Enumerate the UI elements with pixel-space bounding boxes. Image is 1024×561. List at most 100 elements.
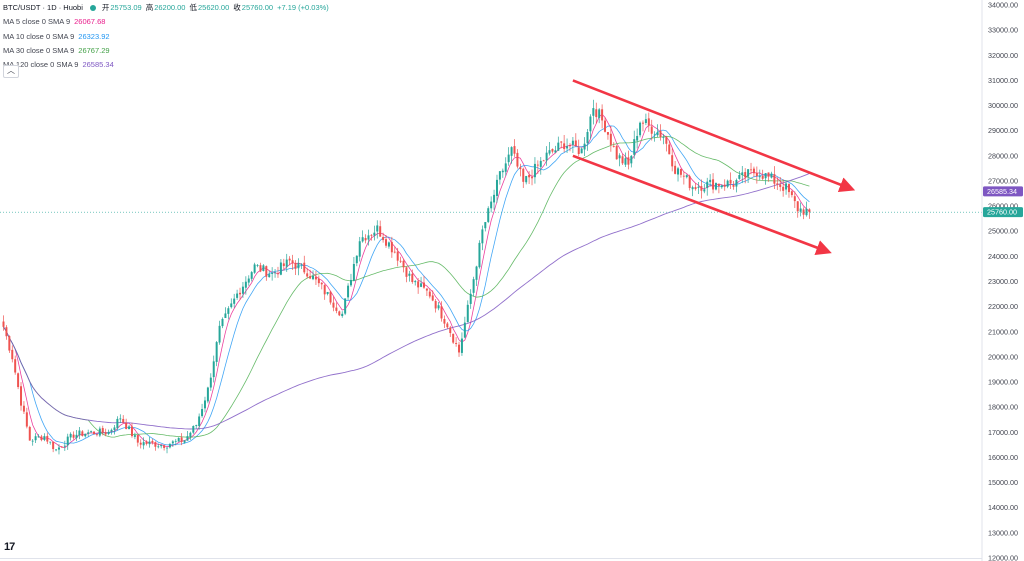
candle-body: [402, 260, 405, 268]
candle-body: [303, 262, 306, 273]
candle: [566, 138, 569, 154]
candle: [151, 438, 154, 445]
candle-body: [487, 208, 490, 222]
candle-body: [297, 263, 300, 269]
candle: [633, 130, 636, 159]
candle: [8, 335, 11, 353]
candle-body: [449, 327, 452, 334]
candle: [183, 440, 186, 444]
candle-body: [586, 132, 589, 144]
candle: [764, 173, 767, 185]
candle: [460, 332, 463, 356]
candle-body: [609, 133, 612, 145]
candle-body: [627, 157, 630, 165]
candle-body: [571, 140, 574, 145]
candle: [189, 431, 192, 440]
candle-body: [393, 251, 396, 253]
candle: [568, 143, 571, 152]
candle-body: [104, 432, 107, 435]
candle: [744, 168, 747, 184]
candle-body: [677, 168, 680, 175]
symbol-title[interactable]: BTC/USDT · 1D · Huobi: [3, 3, 83, 12]
y-tick-label: 23000.00: [988, 277, 1018, 286]
candle: [93, 430, 96, 435]
collapse-legend-button[interactable]: ︿: [3, 65, 19, 78]
candle-body: [422, 282, 425, 288]
candle: [133, 432, 136, 440]
candle: [504, 157, 507, 176]
legend-ma5[interactable]: MA 5 close 0 SMA 9 26067.68: [3, 17, 106, 27]
y-tick-label: 14000.00: [988, 503, 1018, 512]
candle: [644, 113, 647, 126]
candle: [475, 265, 478, 287]
candle-body: [195, 425, 198, 427]
candle: [452, 333, 455, 344]
candle: [712, 173, 715, 194]
candle: [604, 117, 607, 133]
candle: [361, 230, 364, 243]
candle: [466, 300, 469, 323]
candle: [370, 234, 373, 241]
candle-body: [650, 126, 653, 134]
candle-body: [285, 259, 288, 267]
candle: [458, 341, 461, 357]
candle-body: [688, 176, 691, 188]
candle-body: [49, 441, 52, 443]
candle-body: [142, 442, 145, 446]
candle-body: [14, 359, 17, 373]
candle-body: [212, 361, 215, 378]
legend-ma120[interactable]: MA 120 close 0 SMA 9 26585.34: [3, 60, 114, 70]
candle: [276, 266, 279, 278]
candle: [271, 267, 274, 281]
candle: [171, 440, 174, 447]
candle-body: [148, 441, 151, 445]
candle-body: [574, 140, 577, 147]
candle-body: [568, 145, 571, 147]
legend-ma10[interactable]: MA 10 close 0 SMA 9 26323.92: [3, 31, 110, 41]
candle-body: [542, 160, 545, 162]
candle: [636, 128, 639, 149]
candle-body: [463, 322, 466, 338]
y-tick-label: 20000.00: [988, 352, 1018, 361]
candle-body: [428, 291, 431, 297]
candle: [793, 191, 796, 208]
candle: [347, 283, 350, 301]
price-tag: 25760.00: [983, 207, 1023, 218]
candle: [627, 150, 630, 170]
candle-body: [57, 447, 60, 450]
candle-body: [469, 293, 472, 304]
candle-body: [685, 175, 688, 178]
candle-body: [218, 325, 221, 343]
candle: [735, 178, 738, 193]
candle: [449, 325, 452, 337]
moving-average-lines: [3, 113, 810, 449]
candle: [195, 424, 198, 429]
candle: [802, 207, 805, 220]
candle: [256, 263, 259, 268]
candle: [396, 247, 399, 267]
y-tick-label: 22000.00: [988, 302, 1018, 311]
candle-body: [101, 428, 104, 433]
candle-body: [206, 387, 209, 402]
candle-body: [98, 428, 101, 436]
candle: [166, 447, 169, 454]
legend-ma30[interactable]: MA 30 close 0 SMA 9 26767.29: [3, 45, 110, 55]
candle-body: [437, 305, 440, 309]
candle: [55, 449, 58, 452]
candle: [28, 425, 31, 441]
candle: [355, 255, 358, 267]
candle: [90, 430, 93, 434]
candle-body: [338, 311, 341, 316]
candle: [265, 265, 268, 281]
candle: [671, 148, 674, 172]
candle: [352, 257, 355, 282]
candle: [364, 234, 367, 244]
candle: [747, 169, 750, 183]
ma-line-ma-10: [3, 125, 810, 446]
candle-body: [52, 441, 55, 450]
candle-body: [522, 168, 525, 182]
candle: [163, 444, 166, 451]
candle-body: [271, 273, 274, 274]
candle-body: [279, 262, 282, 275]
